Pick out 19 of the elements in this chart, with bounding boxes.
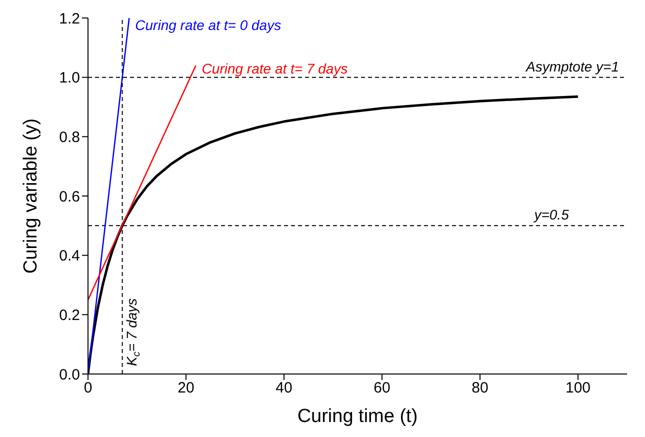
series-label: Curing rate at t= 7 days — [202, 60, 348, 76]
y-tick-label: 0.0 — [59, 366, 80, 384]
x-tick-label: 80 — [472, 380, 488, 397]
y-axis-title: Curing variable (y) — [20, 118, 42, 274]
y-tick-label: 1.0 — [59, 70, 80, 87]
ref-line-label: Asymptote y=1 — [525, 58, 619, 74]
x-tick-label: 100 — [565, 380, 591, 397]
y-tick-label: 0.2 — [59, 306, 80, 324]
y-tick-label: 1.2 — [59, 10, 80, 28]
series-label: Curing rate at t= 0 days — [135, 17, 282, 33]
y-tick-label: 0.6 — [59, 188, 80, 206]
x-tick-label: 60 — [374, 380, 390, 397]
x-tick-label: 40 — [276, 380, 292, 397]
ref-line-label: y=0.5 — [533, 206, 570, 223]
x-tick-label: 0 — [84, 380, 92, 397]
x-tick-label: 20 — [178, 380, 194, 397]
y-tick-label: 0.8 — [59, 128, 80, 146]
y-tick-label: 0.4 — [59, 248, 80, 265]
x-axis-title: Curing time (t) — [297, 406, 418, 427]
